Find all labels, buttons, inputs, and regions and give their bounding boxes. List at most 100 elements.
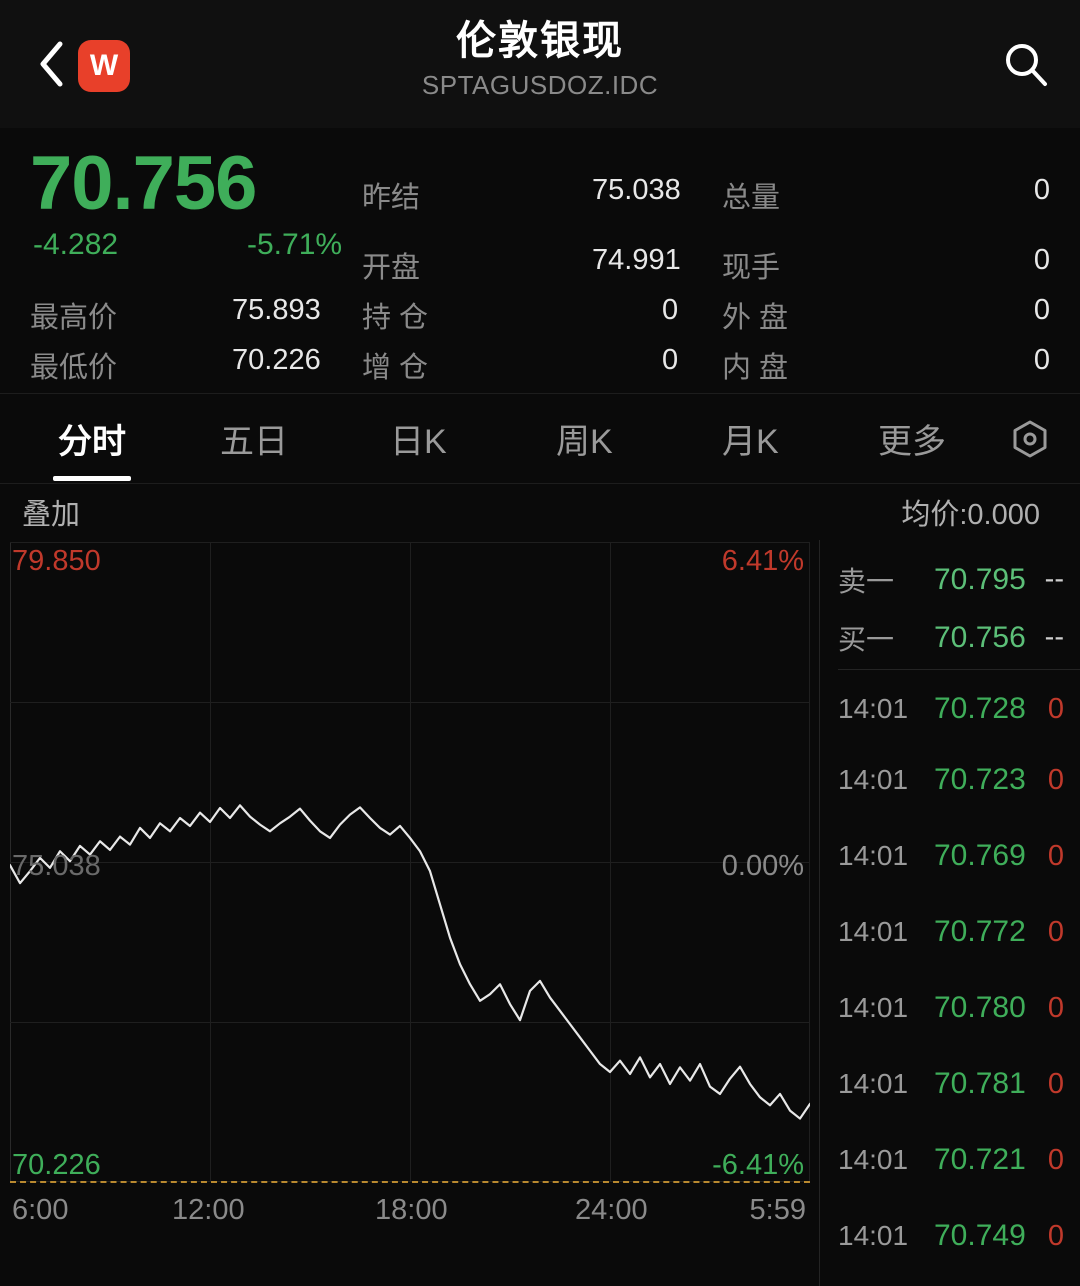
trade-price: 70.769 xyxy=(934,839,1026,872)
tab-intraday[interactable]: 分时 xyxy=(48,414,136,463)
gridline-v-4 xyxy=(809,542,810,1182)
axis-label-bottom-right: -6.41% xyxy=(712,1149,804,1181)
order-book-price-bid1: 70.756 xyxy=(934,620,1026,654)
stats-grid: 最高价 75.893 持 仓 0 外 盘 0 最低价 70.226 增 仓 0 … xyxy=(0,282,1080,394)
search-icon xyxy=(1006,44,1047,86)
trade-time: 14:01 xyxy=(838,840,909,871)
trade-price: 70.723 xyxy=(934,763,1026,796)
quote-summary: 70.756 -4.282 -5.71% 昨结 75.038 总量 0 开盘 7… xyxy=(0,128,1080,285)
page-subtitle: SPTAGUSDOZ.IDC xyxy=(421,70,659,100)
low-price-dashed-line xyxy=(10,1181,810,1183)
trade-time: 14:01 xyxy=(838,1068,909,1099)
order-book-volume-bid1: -- xyxy=(1044,621,1064,653)
trade-time: 14:01 xyxy=(838,693,909,724)
field-label-total-volume: 总量 xyxy=(722,182,781,214)
average-price-label: 均价:0.000 xyxy=(901,499,1040,531)
field-value-prev-close: 75.038 xyxy=(592,174,681,206)
order-book-panel[interactable]: 卖一 70.795 -- 买一 70.756 -- 14:01 70.728 0… xyxy=(819,540,1080,1286)
stat-label-low: 最低价 xyxy=(30,352,118,384)
trade-row[interactable]: 14:01 70.769 0 xyxy=(820,818,1080,894)
chart-area: 叠加 均价:0.000 79.850 6.41% xyxy=(0,484,1080,1264)
stat-label-high: 最高价 xyxy=(30,302,118,334)
last-price: 70.756 xyxy=(30,141,257,226)
order-book-volume-ask1: -- xyxy=(1044,563,1064,595)
trade-volume: 0 xyxy=(1047,692,1064,725)
chart-settings-button[interactable] xyxy=(1002,411,1058,467)
page-title: 伦敦银现 xyxy=(456,19,624,63)
trade-volume: 0 xyxy=(1047,991,1064,1024)
trade-price: 70.721 xyxy=(934,1143,1026,1176)
change-absolute: -4.282 xyxy=(33,228,119,261)
trade-time: 14:01 xyxy=(838,1144,909,1175)
stat-value-open-interest: 0 xyxy=(662,294,679,326)
trade-row[interactable]: 14:01 70.723 0 xyxy=(820,742,1080,818)
overlay-button[interactable]: 叠加 xyxy=(22,499,81,531)
trade-price: 70.749 xyxy=(934,1219,1026,1252)
trade-row[interactable]: 14:01 70.721 0 xyxy=(820,1122,1080,1198)
field-label-open: 开盘 xyxy=(362,252,421,284)
order-book-divider xyxy=(838,669,1080,670)
trade-time: 14:01 xyxy=(838,764,909,795)
trade-price: 70.780 xyxy=(934,991,1026,1024)
axis-label-bottom-left: 70.226 xyxy=(12,1149,101,1181)
axis-label-top-right: 6.41% xyxy=(721,545,804,577)
stat-label-outer-volume: 外 盘 xyxy=(722,302,789,334)
order-book-price-ask1: 70.795 xyxy=(934,562,1026,596)
trade-row[interactable]: 14:01 70.749 0 xyxy=(820,1198,1080,1274)
trade-price: 70.728 xyxy=(934,692,1026,725)
app-logo-badge[interactable]: W xyxy=(78,40,130,92)
back-button[interactable] xyxy=(28,38,74,90)
price-line-svg xyxy=(10,804,810,1120)
trade-row[interactable]: 14:01 70.772 0 xyxy=(820,894,1080,970)
stat-label-inner-volume: 内 盘 xyxy=(722,352,789,384)
field-value-open: 74.991 xyxy=(592,244,681,276)
stat-label-oi-change: 增 仓 xyxy=(362,352,429,384)
hexagon-gear-icon xyxy=(1013,420,1047,457)
axis-label-mid-left: 75.038 xyxy=(12,850,101,882)
time-axis: 6:00 12:00 18:00 24:00 5:59 xyxy=(0,1194,818,1246)
field-label-current-lot: 现手 xyxy=(722,252,781,284)
tab-weekly-k[interactable]: 周K xyxy=(556,423,613,461)
header-title-group: 伦敦银现 SPTAGUSDOZ.IDC xyxy=(0,16,1080,101)
intraday-chart[interactable]: 79.850 6.41% 75.038 0.00% 70.226 -6.41% … xyxy=(0,532,818,1226)
tab-five-day[interactable]: 五日 xyxy=(220,423,288,461)
trade-time: 14:01 xyxy=(838,916,909,947)
trade-volume: 0 xyxy=(1047,839,1064,872)
search-button[interactable] xyxy=(998,36,1054,92)
time-tick-3: 24:00 xyxy=(575,1194,648,1226)
chart-tab-bar: 分时 五日 日K 周K 月K 更多 xyxy=(0,394,1080,484)
change-percent: -5.71% xyxy=(247,228,343,261)
time-tick-2: 18:00 xyxy=(375,1194,448,1226)
trade-row[interactable]: 14:01 70.780 0 xyxy=(820,970,1080,1046)
stat-value-low: 70.226 xyxy=(232,344,321,376)
trade-volume: 0 xyxy=(1047,1143,1064,1176)
gridline-v-3 xyxy=(610,542,611,1182)
field-value-current-lot: 0 xyxy=(1033,244,1050,276)
trade-volume: 0 xyxy=(1047,1067,1064,1100)
chart-plot[interactable] xyxy=(10,542,810,1183)
tab-monthly-k[interactable]: 月K xyxy=(722,423,779,461)
trade-row[interactable]: 14:01 70.781 0 xyxy=(820,1046,1080,1122)
trade-price: 70.772 xyxy=(934,915,1026,948)
stat-value-high: 75.893 xyxy=(232,294,321,326)
order-book-row-bid1[interactable]: 买一 70.756 -- xyxy=(820,612,1080,663)
time-tick-0: 6:00 xyxy=(12,1194,69,1226)
axis-label-mid-right: 0.00% xyxy=(721,850,804,882)
trade-row[interactable]: 14:01 70.728 0 xyxy=(820,676,1080,742)
axis-label-top-left: 79.850 xyxy=(12,545,101,577)
order-book-label-bid1: 买一 xyxy=(838,623,895,655)
stat-value-outer-volume: 0 xyxy=(1033,294,1050,326)
app-header: W 伦敦银现 SPTAGUSDOZ.IDC xyxy=(0,0,1080,128)
trade-volume: 0 xyxy=(1047,915,1064,948)
trade-price: 70.781 xyxy=(934,1067,1026,1100)
trade-volume: 0 xyxy=(1047,1219,1064,1252)
tab-daily-k[interactable]: 日K xyxy=(390,423,447,461)
price-line xyxy=(10,804,810,1120)
trade-time: 14:01 xyxy=(838,992,909,1023)
tab-more[interactable]: 更多 xyxy=(878,423,946,461)
time-tick-1: 12:00 xyxy=(172,1194,245,1226)
order-book-row-ask1[interactable]: 卖一 70.795 -- xyxy=(820,554,1080,605)
chart-toolbar: 叠加 均价:0.000 xyxy=(0,484,1080,540)
logo-letter: W xyxy=(89,49,119,82)
